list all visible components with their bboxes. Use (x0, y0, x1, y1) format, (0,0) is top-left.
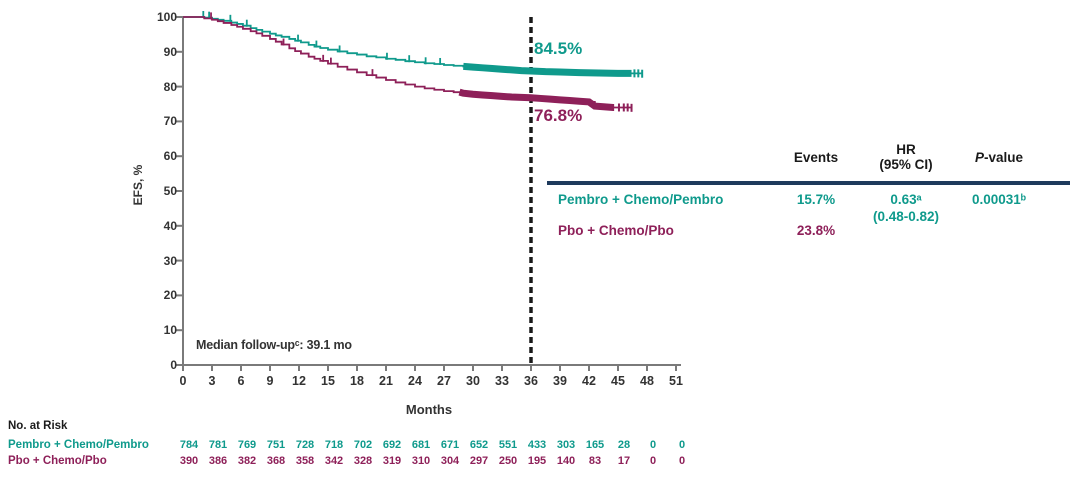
risk-count: 0 (649, 455, 657, 467)
risk-row-pbo-label: Pbo + Chemo/Pbo (8, 455, 107, 467)
x-tick-label: 33 (495, 374, 509, 388)
x-axis-title: Months (405, 402, 453, 417)
risk-count: 28 (617, 439, 631, 451)
censor-band-pbo (458, 88, 615, 111)
y-tick-label: 20 (163, 288, 177, 303)
stats-row-pembro-label: Pembro + Chemo/Pembro (558, 192, 724, 207)
y-tick-label: 90 (163, 44, 177, 59)
y-tick-label: 70 (163, 114, 177, 129)
risk-count: 303 (556, 439, 576, 451)
y-tick-label: 0 (170, 358, 177, 372)
x-tick-label: 42 (582, 374, 596, 388)
pvalue-header-italic-p: P (974, 150, 984, 165)
hr-value: 0.63ᵃ (890, 192, 922, 207)
x-tick-label: 51 (669, 374, 683, 388)
risk-count: 368 (266, 455, 286, 467)
x-tick-label: 0 (179, 374, 187, 388)
risk-count: 390 (179, 455, 199, 467)
y-tick-label: 50 (163, 184, 177, 198)
x-tick-label: 3 (208, 374, 216, 388)
x-tick-label: 9 (266, 374, 274, 388)
risk-count: 433 (527, 439, 547, 451)
stats-row-pembro-events: 15.7% (796, 192, 836, 207)
risk-count: 140 (556, 455, 576, 467)
risk-count: 304 (440, 455, 460, 467)
risk-count: 769 (237, 439, 257, 451)
risk-count: 781 (208, 439, 228, 451)
hr-column-header: HR (95% CI) (866, 142, 946, 172)
risk-count: 784 (179, 439, 199, 451)
x-tick-label: 48 (640, 374, 654, 388)
x-tick-label: 21 (379, 374, 393, 388)
risk-row-pembro-label: Pembro + Chemo/Pembro (8, 439, 149, 451)
x-tick-label: 27 (437, 374, 451, 388)
x-tick-label: 18 (350, 374, 364, 388)
risk-count: 0 (678, 455, 686, 467)
risk-count: 382 (237, 455, 257, 467)
risk-table-title: No. at Risk (8, 420, 68, 432)
y-tick-label: 30 (163, 253, 177, 268)
risk-count: 386 (208, 455, 228, 467)
risk-count: 551 (498, 439, 518, 451)
stats-table-rule (547, 181, 1070, 185)
risk-count: 297 (469, 455, 489, 467)
risk-count: 702 (353, 439, 373, 451)
stats-row-pbo-label: Pbo + Chemo/Pbo (558, 223, 674, 238)
pbo-36mo-rate-label: 76.8% (534, 106, 583, 125)
risk-count: 0 (678, 439, 686, 451)
x-tick-label: 39 (553, 374, 567, 388)
hr-header-line1: HR (896, 142, 916, 157)
risk-count: 0 (649, 439, 657, 451)
risk-count: 671 (440, 439, 460, 451)
y-tick-label: 100 (156, 10, 177, 24)
risk-count: 195 (527, 455, 547, 467)
y-tick-label: 80 (163, 79, 177, 94)
pvalue-column-header: P-value (958, 150, 1040, 165)
risk-count: 319 (382, 455, 402, 467)
risk-count: 310 (411, 455, 431, 467)
censor-band-pembro (463, 62, 632, 77)
x-tick-label: 45 (611, 374, 625, 388)
risk-count: 358 (295, 455, 315, 467)
x-tick-label: 12 (292, 374, 306, 388)
events-column-header: Events (793, 150, 839, 165)
y-tick-label: 40 (163, 218, 177, 233)
x-tick-label: 30 (466, 374, 480, 388)
p-value: 0.00031ᵇ (971, 192, 1027, 207)
km-curve-pbo (183, 16, 632, 109)
hr-header-line2: (95% CI) (879, 157, 933, 172)
risk-count: 681 (411, 439, 431, 451)
x-tick-label: 24 (408, 374, 422, 388)
pvalue-header-rest: -value (983, 150, 1024, 165)
risk-count: 83 (588, 455, 602, 467)
risk-count: 652 (469, 439, 489, 451)
risk-count: 692 (382, 439, 402, 451)
risk-count: 728 (295, 439, 315, 451)
x-tick-label: 36 (524, 374, 538, 388)
risk-count: 718 (324, 439, 344, 451)
x-tick-label: 15 (321, 374, 335, 388)
y-tick-label: 60 (163, 149, 177, 164)
risk-count: 17 (617, 455, 631, 467)
stats-row-pbo-events: 23.8% (796, 223, 836, 238)
y-tick-label: 10 (163, 323, 177, 338)
risk-count: 328 (353, 455, 373, 467)
pembro-36mo-rate-label: 84.5% (534, 39, 583, 58)
risk-count: 250 (498, 455, 518, 467)
hr-confidence-interval: (0.48-0.82) (872, 209, 940, 224)
risk-count: 342 (324, 455, 344, 467)
median-followup-note: Median follow-upᶜ: 39.1 mo (196, 338, 352, 352)
risk-count: 165 (585, 439, 605, 451)
x-tick-label: 6 (237, 374, 245, 388)
risk-count: 751 (266, 439, 286, 451)
